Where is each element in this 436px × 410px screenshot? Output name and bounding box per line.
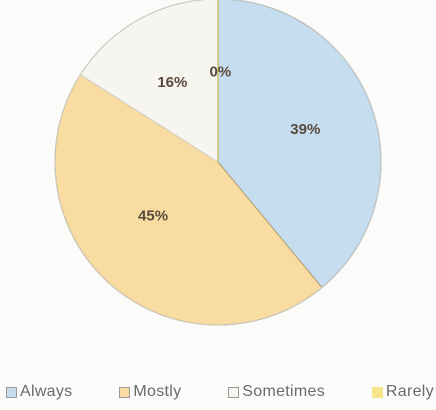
legend-swatch-rarely <box>371 386 383 398</box>
legend-swatch-sometimes <box>228 386 240 398</box>
legend-swatch-mostly <box>119 386 131 398</box>
legend-item-sometimes: Sometimes <box>228 383 325 401</box>
legend-item-mostly: Mostly <box>119 383 181 401</box>
legend-swatch-always <box>6 386 17 398</box>
pie-outline <box>54 0 382 326</box>
data-label-mostly: 45% <box>138 207 168 224</box>
legend-item-always: Always <box>6 383 72 401</box>
legend-label-rarely: Rarely <box>385 383 434 400</box>
legend-item-rarely: Rarely <box>371 383 434 401</box>
legend-label-sometimes: Sometimes <box>242 383 326 400</box>
pie-chart: 39% 45% 16% 0% <box>54 0 382 326</box>
data-label-always: 39% <box>290 121 320 138</box>
chart-legend: Always Mostly Sometimes Rarely <box>6 381 434 403</box>
data-label-sometimes: 16% <box>157 74 187 91</box>
legend-label-mostly: Mostly <box>133 383 182 400</box>
legend-label-always: Always <box>20 383 73 400</box>
data-label-rarely: 0% <box>210 63 232 80</box>
